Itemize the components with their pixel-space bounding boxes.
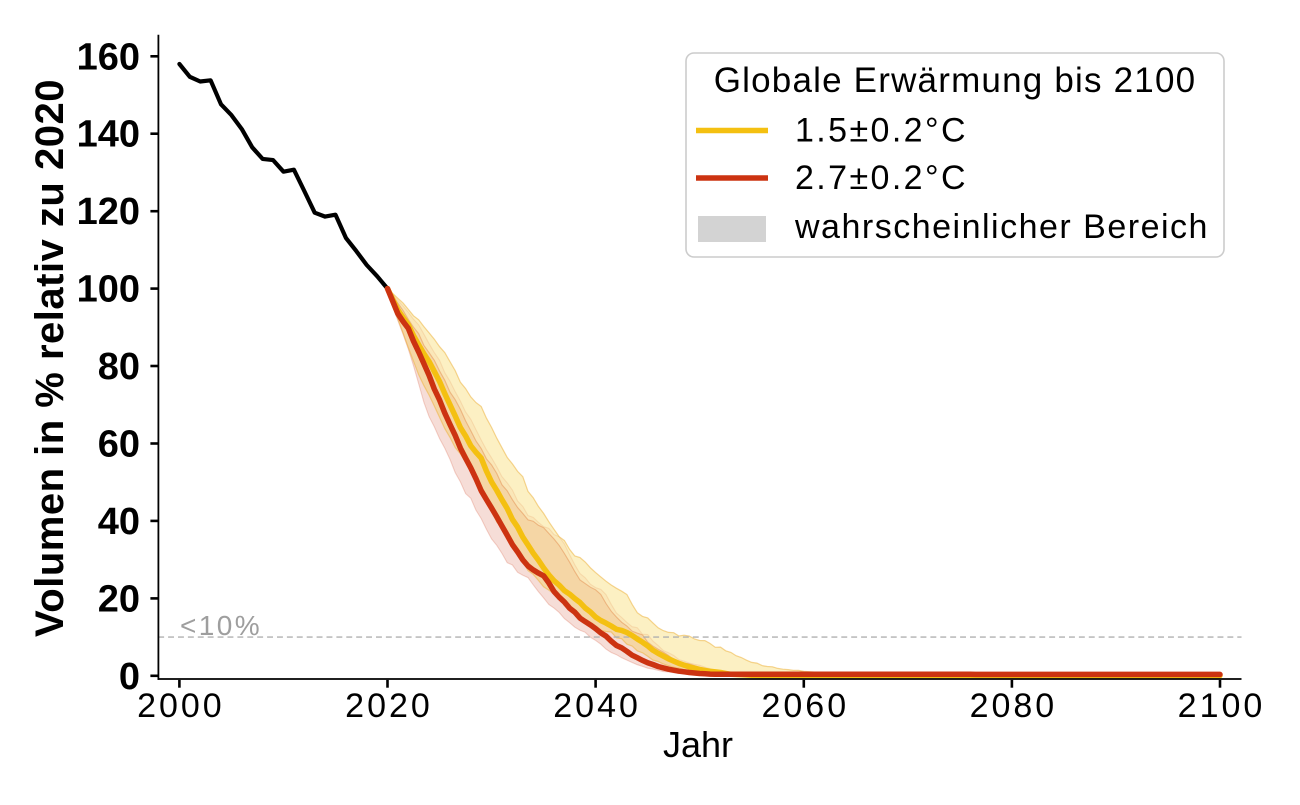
- svg-text:2000: 2000: [137, 687, 225, 725]
- svg-text:100: 100: [77, 269, 140, 311]
- svg-text:0: 0: [119, 656, 140, 698]
- svg-text:Volumen in % relativ zu 2020: Volumen in % relativ zu 2020: [28, 79, 72, 637]
- svg-text:160: 160: [77, 36, 140, 78]
- svg-text:Jahr: Jahr: [663, 724, 733, 765]
- svg-text:2020: 2020: [345, 687, 433, 725]
- svg-text:80: 80: [98, 346, 140, 388]
- svg-text:<10%: <10%: [180, 610, 262, 641]
- svg-text:wahrscheinlicher Bereich: wahrscheinlicher Bereich: [794, 208, 1209, 246]
- svg-text:2080: 2080: [970, 687, 1058, 725]
- svg-text:20: 20: [98, 578, 140, 620]
- svg-text:Globale Erwärmung bis 2100: Globale Erwärmung bis 2100: [714, 61, 1197, 100]
- svg-text:1.5±0.2°C: 1.5±0.2°C: [795, 112, 968, 150]
- svg-text:40: 40: [98, 501, 140, 543]
- svg-text:2040: 2040: [553, 687, 641, 725]
- svg-text:140: 140: [77, 114, 140, 156]
- svg-text:60: 60: [98, 424, 140, 466]
- svg-text:2100: 2100: [1178, 687, 1266, 725]
- svg-text:2.7±0.2°C: 2.7±0.2°C: [795, 159, 968, 197]
- svg-text:120: 120: [77, 191, 140, 233]
- svg-text:2060: 2060: [761, 687, 849, 725]
